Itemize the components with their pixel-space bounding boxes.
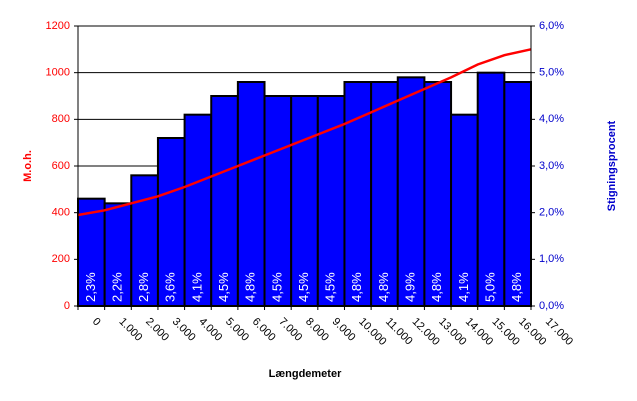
y-tick-label: 800 (52, 113, 70, 125)
y-tick-label: 1200 (46, 20, 70, 32)
x-tick-label: 8.000 (303, 316, 331, 344)
x-tick-label: 2.000 (143, 316, 171, 344)
bar (103, 202, 133, 307)
x-tick-label: 0 (90, 316, 103, 329)
data-label: 2,8% (136, 272, 151, 302)
x-tick-label: 14.000 (463, 316, 495, 348)
data-label: 4,8% (429, 272, 444, 302)
y-tick-label: 600 (52, 160, 70, 172)
data-label: 4,8% (376, 272, 391, 302)
bar (316, 95, 346, 307)
y2-tick-label: 2,0% (539, 207, 564, 219)
x-tick-label: 7.000 (276, 316, 304, 344)
data-label: 4,1% (189, 272, 204, 302)
y2-tick-label: 4,0% (539, 113, 564, 125)
x-tick-label: 1.000 (116, 316, 144, 344)
bar (210, 95, 239, 307)
x-tick-label: 10.000 (356, 316, 388, 348)
y2-axis-title: Stigningsprocent (606, 120, 618, 211)
y-tick-label: 200 (52, 253, 70, 265)
bar (423, 81, 453, 307)
data-label: 4,5% (323, 272, 338, 302)
data-label: 3,6% (163, 272, 178, 302)
data-label: 4,8% (243, 272, 258, 302)
data-label: 4,8% (349, 272, 364, 302)
y2-tick-label: 0,0% (539, 300, 564, 312)
data-label: 2,2% (109, 272, 124, 302)
x-tick-label: 13.000 (436, 316, 468, 348)
y-tick-label: 0 (64, 300, 70, 312)
y-tick-label: 400 (52, 207, 70, 219)
y2-tick-label: 6,0% (539, 20, 564, 32)
data-label: 4,9% (403, 272, 418, 302)
data-label: 4,5% (296, 272, 311, 302)
data-label: 4,8% (509, 272, 524, 302)
bar (77, 197, 106, 308)
x-tick-label: 9.000 (330, 316, 358, 344)
x-tick-label: 3.000 (170, 316, 198, 344)
bar (396, 76, 426, 308)
bar (156, 137, 186, 307)
data-label: 5,0% (482, 272, 497, 302)
bar (370, 81, 399, 307)
x-tick-label: 17.000 (543, 316, 575, 348)
y2-tick-label: 1,0% (539, 253, 564, 265)
x-tick-label: 16.000 (516, 316, 548, 348)
data-label: 4,1% (456, 272, 471, 302)
y-tick-label: 1000 (46, 67, 70, 79)
bar (290, 95, 319, 307)
bar (450, 113, 479, 307)
bar (476, 71, 506, 307)
line (77, 48, 532, 217)
x-tick-label: 12.000 (410, 316, 442, 348)
data-label: 4,5% (269, 272, 284, 302)
y2-tick-label: 5,0% (539, 67, 564, 79)
x-axis-title: Længdemeter (269, 368, 342, 380)
y-axis-title: M.o.h. (22, 150, 34, 182)
data-label: 4,5% (216, 272, 231, 302)
x-tick-label: 4.000 (196, 316, 224, 344)
x-tick-label: 5.000 (223, 316, 251, 344)
x-tick-label: 6.000 (250, 316, 278, 344)
bar (263, 95, 293, 307)
x-tick-label: 15.000 (490, 316, 522, 348)
y2-tick-label: 3,0% (539, 160, 564, 172)
x-tick-label: 11.000 (383, 316, 415, 348)
data-label: 2,3% (83, 272, 98, 302)
